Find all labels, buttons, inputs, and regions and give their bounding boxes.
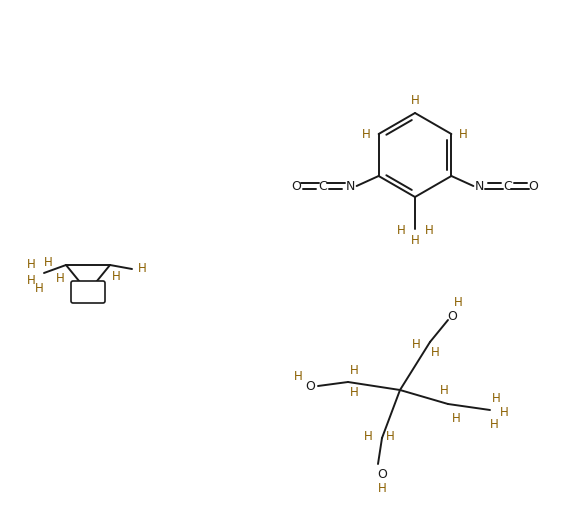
Text: H: H	[431, 346, 439, 358]
Text: H: H	[411, 95, 419, 108]
Text: H: H	[362, 128, 371, 141]
Text: H: H	[294, 370, 302, 382]
Text: H: H	[492, 392, 500, 404]
Text: H: H	[490, 417, 499, 430]
Text: N: N	[346, 179, 355, 192]
Text: Abs: Abs	[79, 287, 97, 297]
Text: O: O	[377, 468, 387, 481]
Text: H: H	[350, 363, 358, 377]
Text: O: O	[292, 179, 301, 192]
Text: H: H	[411, 233, 419, 246]
Text: H: H	[350, 385, 358, 399]
Text: H: H	[363, 429, 373, 442]
Text: C: C	[503, 179, 512, 192]
Text: H: H	[459, 128, 467, 141]
Text: H: H	[386, 429, 394, 442]
Text: H: H	[56, 272, 64, 286]
Text: H: H	[424, 224, 434, 237]
Text: N: N	[475, 179, 484, 192]
Text: H: H	[500, 405, 508, 418]
Text: H: H	[451, 412, 461, 425]
Text: H: H	[412, 337, 420, 350]
Text: H: H	[34, 282, 43, 295]
Text: O: O	[447, 310, 457, 323]
Text: H: H	[378, 482, 386, 495]
FancyBboxPatch shape	[71, 281, 105, 303]
Text: H: H	[26, 275, 36, 288]
Text: H: H	[440, 383, 448, 396]
Text: O: O	[528, 179, 538, 192]
Text: O: O	[305, 380, 315, 392]
Text: H: H	[44, 256, 52, 269]
Text: H: H	[137, 263, 147, 276]
Text: H: H	[112, 270, 120, 283]
Text: C: C	[318, 179, 327, 192]
Text: H: H	[454, 295, 462, 309]
Text: H: H	[397, 224, 405, 237]
Text: H: H	[26, 258, 36, 271]
